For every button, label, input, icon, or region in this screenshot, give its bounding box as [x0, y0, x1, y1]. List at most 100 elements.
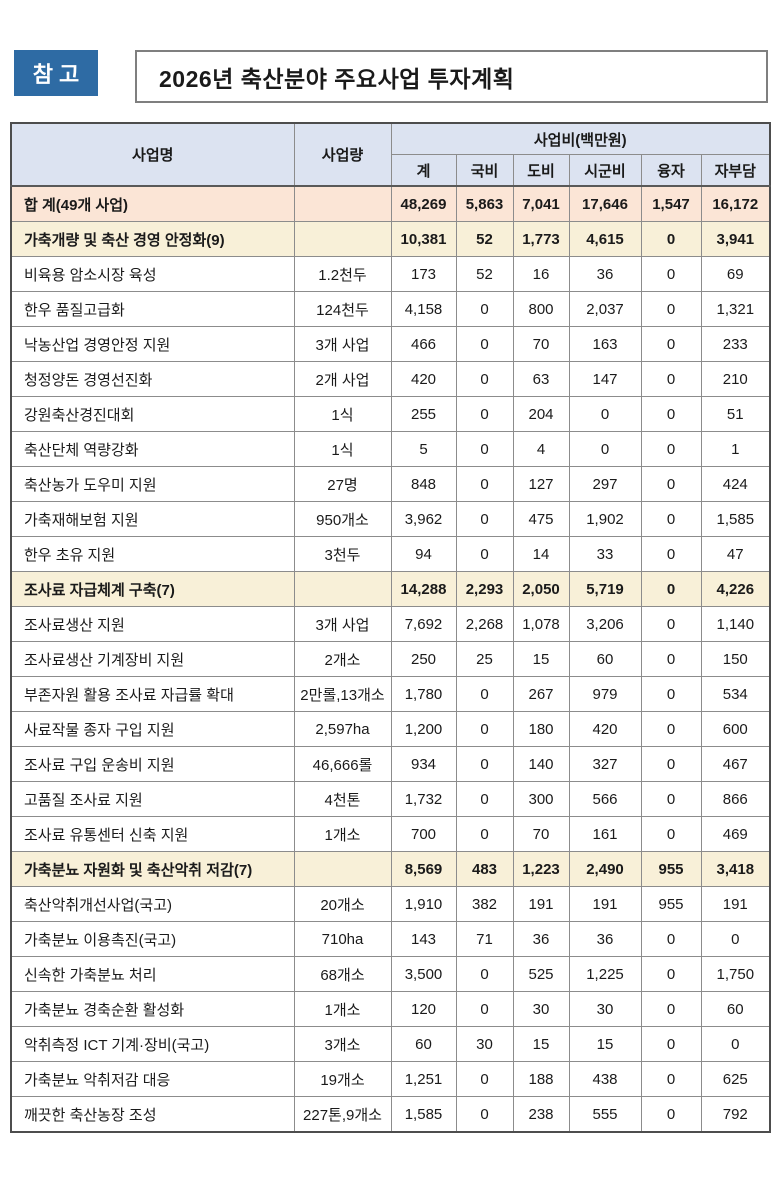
amount-cell: 0 [700, 1026, 771, 1062]
amount-cell: 1,547 [640, 185, 702, 222]
amount-cell: 188 [512, 1061, 570, 1097]
investment-plan-table: 사업명 사업량 사업비(백만원) 계 국비 도비 시군비 융자 자부담 합 계(… [10, 122, 772, 1133]
amount-cell: 866 [700, 781, 771, 817]
quantity-cell: 710ha [293, 921, 392, 957]
quantity-cell: 3개 사업 [293, 606, 392, 642]
amount-cell: 469 [700, 816, 771, 852]
quantity-cell [293, 851, 392, 887]
amount-cell: 161 [568, 816, 642, 852]
amount-cell: 0 [640, 641, 702, 677]
amount-cell: 60 [568, 641, 642, 677]
amount-cell: 0 [640, 816, 702, 852]
amount-cell: 466 [390, 326, 457, 362]
table-row: 한우 초유 지원 3천두 94 0 14 33 0 47 [10, 536, 771, 572]
project-name-cell: 깨끗한 축산농장 조성 [10, 1096, 295, 1133]
quantity-cell: 1개소 [293, 991, 392, 1027]
amount-cell: 1,780 [390, 676, 457, 712]
amount-cell: 0 [640, 256, 702, 292]
table-row: 가축재해보험 지원 950개소 3,962 0 475 1,902 0 1,585 [10, 501, 771, 537]
amount-cell: 600 [700, 711, 771, 747]
amount-cell: 70 [512, 816, 570, 852]
amount-cell: 0 [455, 746, 514, 782]
quantity-cell: 19개소 [293, 1061, 392, 1097]
quantity-cell: 68개소 [293, 956, 392, 992]
amount-cell: 2,293 [455, 571, 514, 607]
project-name-cell: 조사료생산 지원 [10, 606, 295, 642]
project-name-cell: 가축분뇨 경축순환 활성화 [10, 991, 295, 1027]
amount-cell: 4,226 [700, 571, 771, 607]
amount-cell: 191 [700, 886, 771, 922]
amount-cell: 1,585 [390, 1096, 457, 1133]
quantity-cell: 950개소 [293, 501, 392, 537]
project-name-cell: 가축분뇨 악취저감 대응 [10, 1061, 295, 1097]
amount-cell: 848 [390, 466, 457, 502]
table-row: 조사료 구입 운송비 지원 46,666롤 934 0 140 327 0 467 [10, 746, 771, 782]
amount-cell: 36 [568, 256, 642, 292]
amount-cell: 0 [640, 676, 702, 712]
quantity-cell: 1식 [293, 431, 392, 467]
table-row: 축산단체 역량강화 1식 5 0 4 0 0 1 [10, 431, 771, 467]
table-row: 조사료생산 기계장비 지원 2개소 250 25 15 60 0 150 [10, 641, 771, 677]
amount-cell: 267 [512, 676, 570, 712]
table-header: 사업명 사업량 사업비(백만원) 계 국비 도비 시군비 융자 자부담 [10, 122, 771, 187]
amount-cell: 120 [390, 991, 457, 1027]
table-row: 축산농가 도우미 지원 27명 848 0 127 297 0 424 [10, 466, 771, 502]
quantity-cell [293, 185, 392, 222]
amount-cell: 555 [568, 1096, 642, 1133]
amount-cell: 1,750 [700, 956, 771, 992]
amount-cell: 0 [455, 1096, 514, 1133]
quantity-cell: 27명 [293, 466, 392, 502]
amount-cell: 800 [512, 291, 570, 327]
amount-cell: 1,140 [700, 606, 771, 642]
amount-cell: 0 [640, 501, 702, 537]
project-name-cell: 낙농산업 경영안정 지원 [10, 326, 295, 362]
amount-cell: 16 [512, 256, 570, 292]
col-header-self-funded: 자부담 [700, 154, 771, 187]
amount-cell: 0 [640, 291, 702, 327]
amount-cell: 0 [455, 361, 514, 397]
amount-cell: 7,692 [390, 606, 457, 642]
table-row: 조사료 자급체계 구축(7) 14,288 2,293 2,050 5,719 0 4,22… [10, 571, 771, 607]
amount-cell: 700 [390, 816, 457, 852]
project-name-cell: 축산악취개선사업(국고) [10, 886, 295, 922]
amount-cell: 0 [455, 781, 514, 817]
amount-cell: 0 [455, 326, 514, 362]
project-name-cell: 신속한 가축분뇨 처리 [10, 956, 295, 992]
amount-cell: 566 [568, 781, 642, 817]
quantity-cell: 4천톤 [293, 781, 392, 817]
table-body: 합 계(49개 사업) 48,269 5,863 7,041 17,646 1,547 16… [10, 185, 771, 1133]
amount-cell: 15 [568, 1026, 642, 1062]
table-row: 조사료생산 지원 3개 사업 7,692 2,268 1,078 3,206 0 1,140 [10, 606, 771, 642]
amount-cell: 3,418 [700, 851, 771, 887]
amount-cell: 1 [700, 431, 771, 467]
amount-cell: 30 [455, 1026, 514, 1062]
amount-cell: 2,490 [568, 851, 642, 887]
amount-cell: 475 [512, 501, 570, 537]
amount-cell: 10,381 [390, 221, 457, 257]
quantity-cell: 2만롤,13개소 [293, 676, 392, 712]
amount-cell: 297 [568, 466, 642, 502]
amount-cell: 0 [640, 361, 702, 397]
table-row: 비육용 암소시장 육성 1.2천두 173 52 16 36 0 69 [10, 256, 771, 292]
amount-cell: 382 [455, 886, 514, 922]
amount-cell: 143 [390, 921, 457, 957]
amount-cell: 8,569 [390, 851, 457, 887]
amount-cell: 955 [640, 851, 702, 887]
amount-cell: 0 [640, 571, 702, 607]
amount-cell: 424 [700, 466, 771, 502]
amount-cell: 7,041 [512, 185, 570, 222]
table-header-row-2: 계 국비 도비 시군비 융자 자부담 [11, 154, 771, 187]
table-row: 가축분뇨 악취저감 대응 19개소 1,251 0 188 438 0 625 [10, 1061, 771, 1097]
amount-cell: 483 [455, 851, 514, 887]
amount-cell: 955 [640, 886, 702, 922]
project-name-cell: 가축분뇨 자원화 및 축산악취 저감(7) [10, 851, 295, 887]
amount-cell: 0 [568, 396, 642, 432]
amount-cell: 233 [700, 326, 771, 362]
table-row: 부존자원 활용 조사료 자급률 확대 2만롤,13개소 1,780 0 267 979 0 5… [10, 676, 771, 712]
project-name-cell: 가축개량 및 축산 경영 안정화(9) [10, 221, 295, 257]
amount-cell: 420 [390, 361, 457, 397]
amount-cell: 1,200 [390, 711, 457, 747]
amount-cell: 0 [640, 1061, 702, 1097]
quantity-cell: 3개소 [293, 1026, 392, 1062]
project-name-cell: 부존자원 활용 조사료 자급률 확대 [10, 676, 295, 712]
